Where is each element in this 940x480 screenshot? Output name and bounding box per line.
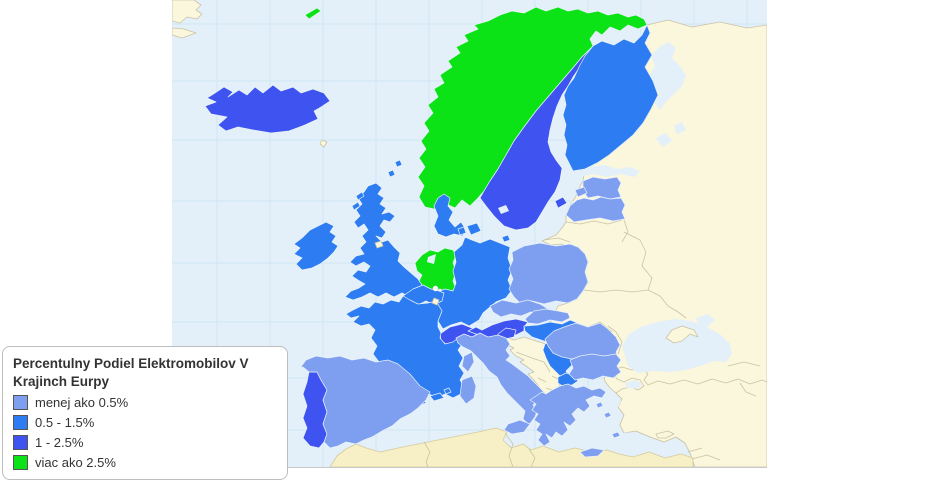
- lake-vanern: [498, 205, 509, 214]
- island-corsica[interactable]: [461, 351, 475, 373]
- country-greenland-south[interactable]: [172, 27, 197, 39]
- country-luxembourg[interactable]: [431, 297, 440, 306]
- country-romania[interactable]: [544, 322, 621, 360]
- country-poland[interactable]: [508, 242, 589, 305]
- africa-borders: [423, 432, 536, 467]
- island-hebrides-2[interactable]: [351, 201, 361, 211]
- legend-label-1-2-5: 1 - 2.5%: [35, 435, 84, 451]
- small-no-data-features: [374, 240, 675, 439]
- island-mallorca[interactable]: [429, 392, 445, 402]
- faroe-islands[interactable]: [319, 139, 328, 148]
- island-sardinia[interactable]: [459, 375, 477, 405]
- legend-label-over-2-5: viac ako 2.5%: [35, 455, 116, 471]
- choropleth-page: Percentulny Podiel Elektromobilov V Kraj…: [2, 0, 767, 480]
- category-under-0-5: [299, 176, 626, 458]
- country-latvia[interactable]: [565, 196, 626, 223]
- netherlands-white-dot: [432, 285, 439, 292]
- island-shetland[interactable]: [394, 159, 403, 168]
- country-greenland[interactable]: [172, 0, 203, 24]
- country-cyprus[interactable]: [655, 430, 675, 439]
- island-funen[interactable]: [457, 226, 467, 236]
- country-united-kingdom[interactable]: [344, 182, 423, 301]
- island-sicily[interactable]: [503, 419, 531, 435]
- lake-ladoga: [656, 133, 672, 147]
- category-1-2-5: [204, 45, 594, 449]
- lakes: [427, 205, 509, 292]
- sea-of-marmara: [625, 380, 643, 389]
- seas: [560, 42, 732, 467]
- sea-of-azov: [696, 314, 715, 327]
- lake-onega: [674, 122, 686, 134]
- island-crete[interactable]: [579, 447, 605, 458]
- country-iceland[interactable]: [204, 84, 331, 134]
- white-sea: [649, 42, 686, 110]
- country-finland[interactable]: [562, 24, 659, 172]
- island-hebrides-1[interactable]: [355, 191, 365, 201]
- country-ireland[interactable]: [293, 221, 339, 271]
- legend-item: 0.5 - 1.5%: [13, 415, 277, 431]
- country-slovakia[interactable]: [524, 308, 571, 325]
- legend-item: viac ako 2.5%: [13, 455, 277, 471]
- island-menorca[interactable]: [443, 387, 452, 395]
- country-germany[interactable]: [435, 236, 513, 330]
- ijsselmeer: [427, 254, 436, 264]
- legend-title: Percentulny Podiel Elektromobilov V Kraj…: [13, 356, 249, 389]
- legend-swatch-1-2-5: [13, 435, 28, 451]
- island-rhodes[interactable]: [611, 431, 621, 439]
- legend-label-0-5-1-5: 0.5 - 1.5%: [35, 415, 95, 431]
- legend-label-under-0-5: menej ako 0.5%: [35, 395, 129, 411]
- crimea-peninsula: [665, 325, 699, 344]
- island-gotland[interactable]: [554, 196, 568, 209]
- isle-of-man[interactable]: [374, 240, 384, 249]
- country-estonia[interactable]: [582, 176, 622, 200]
- island-aegean-1[interactable]: [595, 401, 604, 409]
- country-sweden[interactable]: [479, 45, 594, 231]
- black-sea: [622, 319, 732, 373]
- country-greece[interactable]: [529, 383, 607, 447]
- island-saaremaa[interactable]: [574, 186, 588, 198]
- legend-card: Percentulny Podiel Elektromobilov V Kraj…: [2, 346, 288, 480]
- country-spain[interactable]: [299, 355, 431, 449]
- legend-item: menej ako 0.5%: [13, 395, 277, 411]
- north-africa: [329, 427, 694, 467]
- island-zealand[interactable]: [466, 222, 482, 236]
- legend-swatch-0-5-1-5: [13, 415, 28, 431]
- island-aegean-2[interactable]: [603, 411, 612, 419]
- legend-swatch-over-2-5: [13, 455, 28, 471]
- island-orkney[interactable]: [387, 169, 396, 178]
- legend-item: 1 - 2.5%: [13, 435, 277, 451]
- island-bornholm[interactable]: [501, 234, 511, 243]
- aegean-east-mediterranean: [560, 388, 693, 467]
- legend-swatch-under-0-5: [13, 395, 28, 411]
- country-jan-mayen[interactable]: [304, 7, 322, 20]
- country-bulgaria[interactable]: [568, 353, 622, 381]
